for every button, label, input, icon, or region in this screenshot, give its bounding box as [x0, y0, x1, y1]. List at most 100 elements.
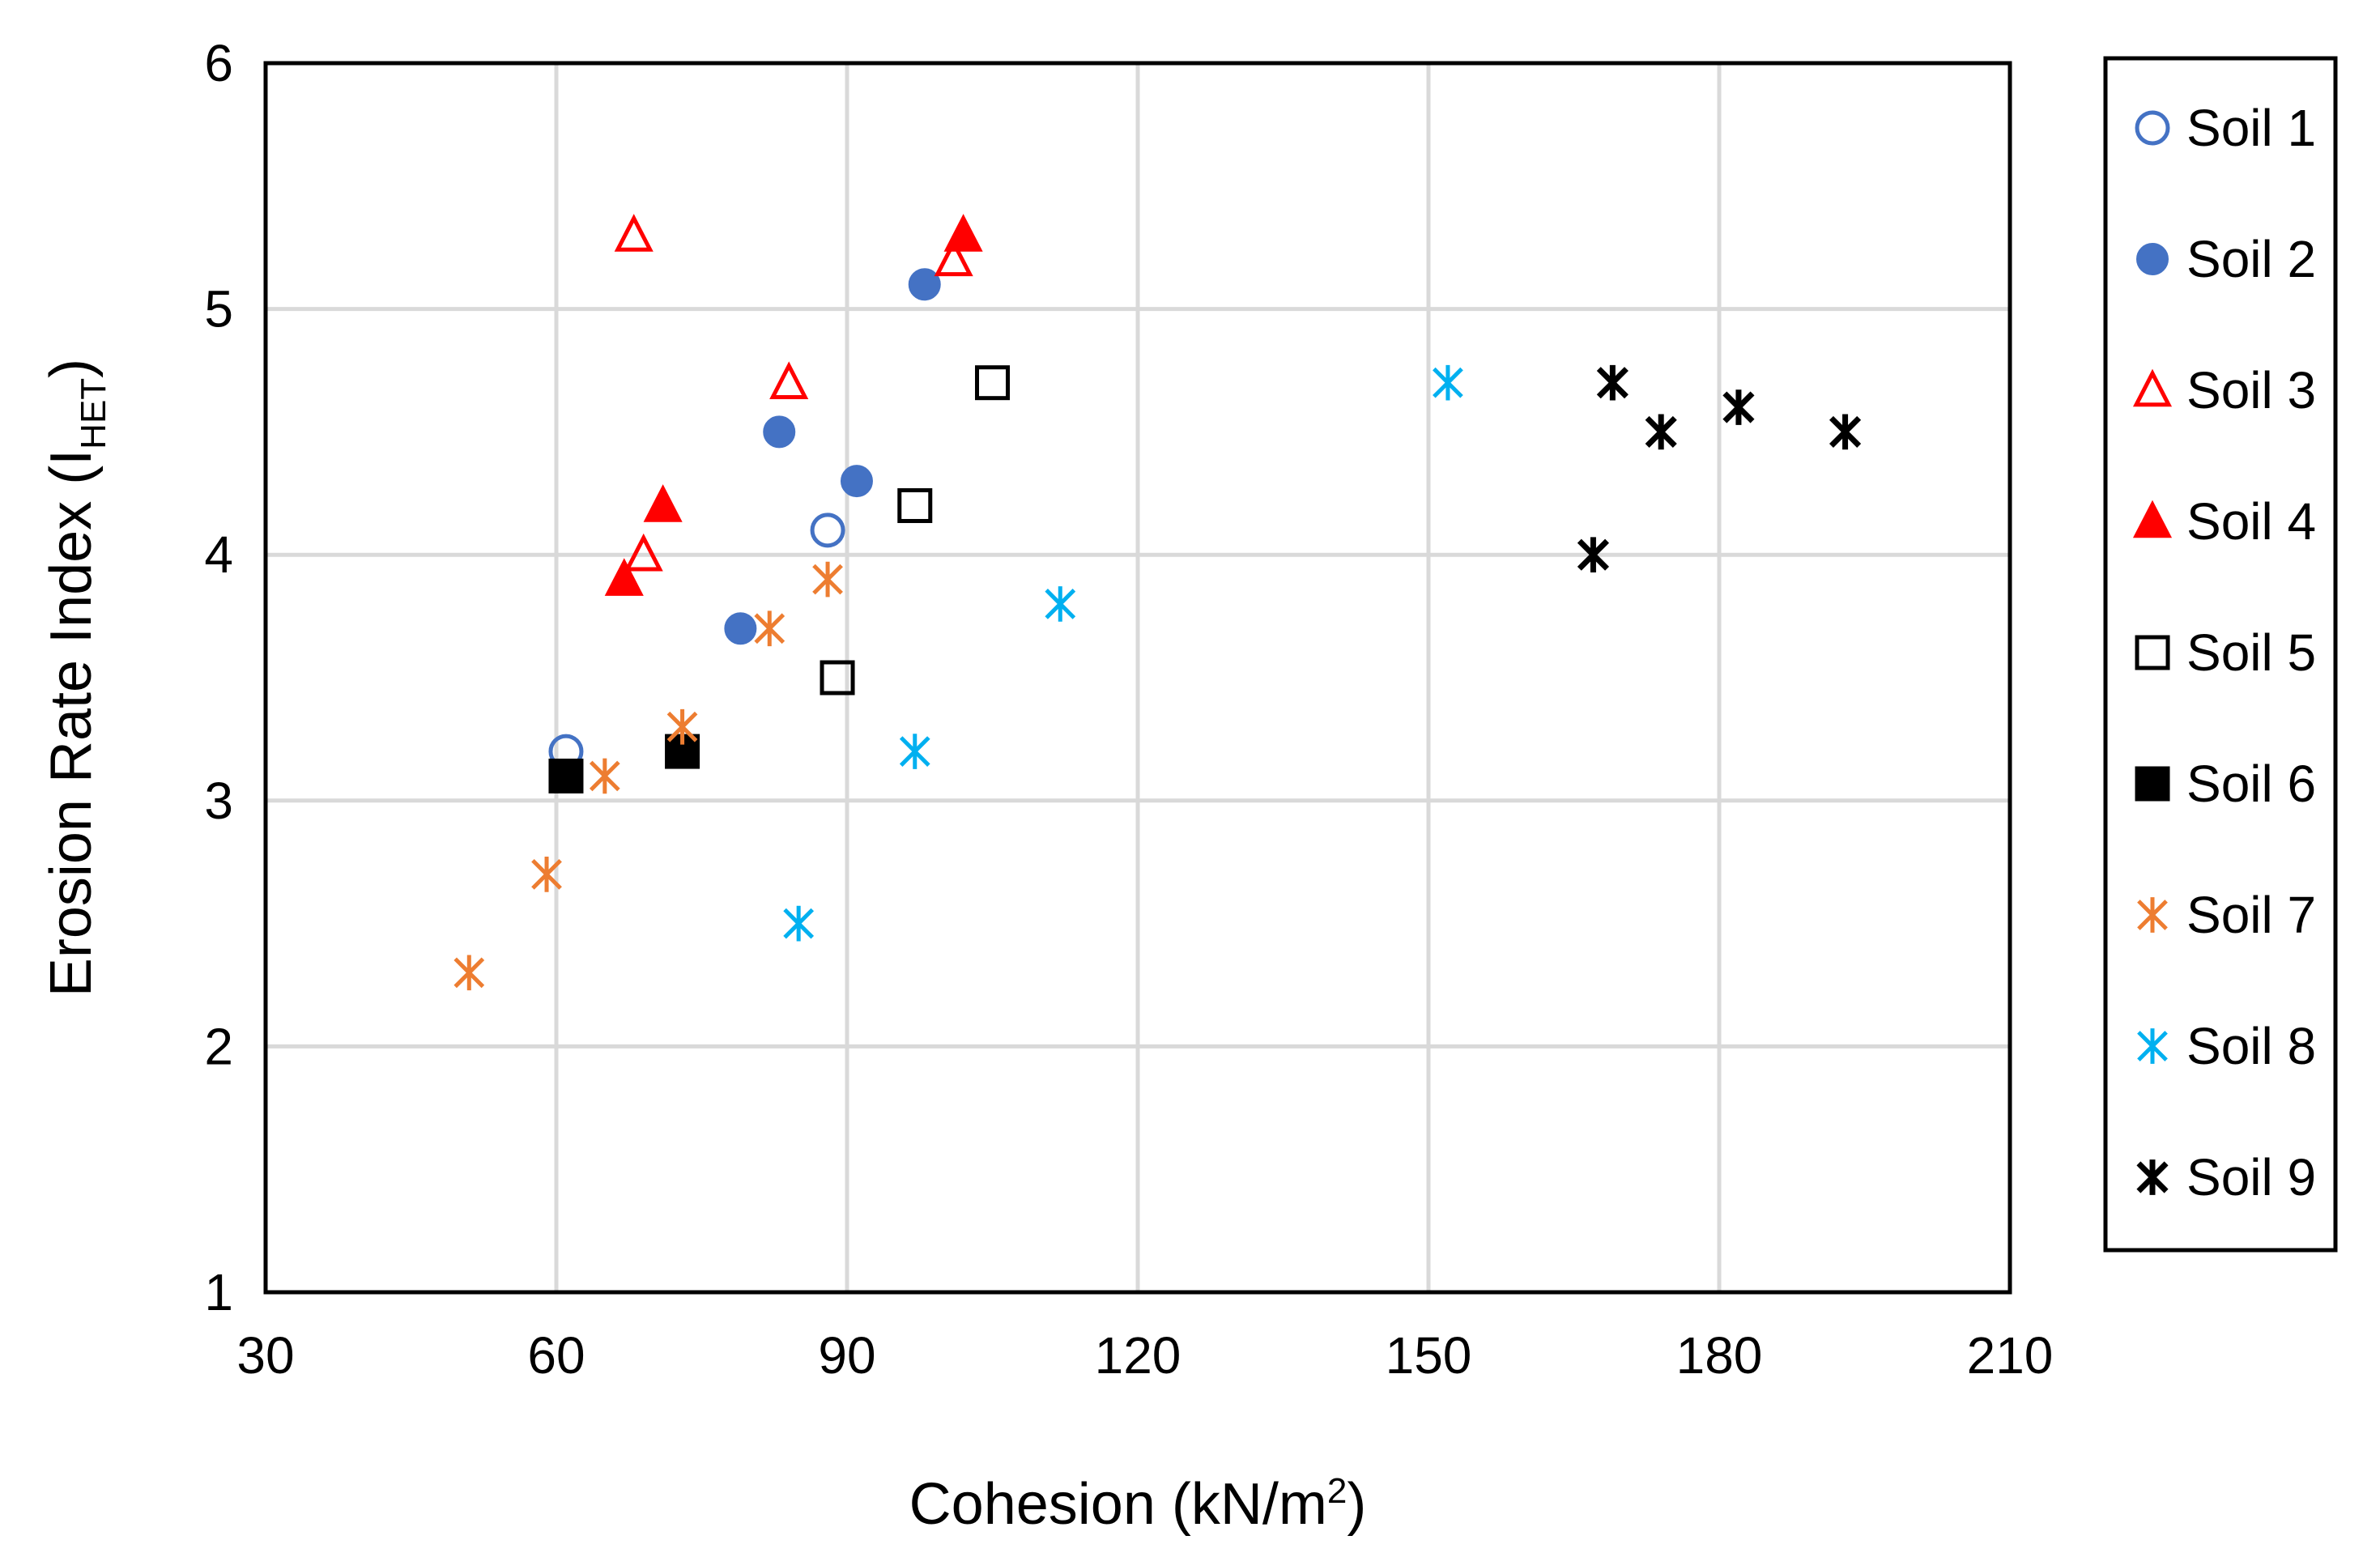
legend-marker-soil-7 [2137, 897, 2168, 933]
point-soil-6-2-shape [548, 758, 584, 793]
x-tick-label-180: 180 [1676, 1326, 1763, 1385]
point-soil-3-2-shape [934, 238, 973, 277]
legend-marker-soil-5 [2135, 635, 2170, 670]
legend-item-soil-6: Soil 6 [2135, 755, 2316, 813]
point-soil-2-1-shape [908, 268, 941, 301]
point-soil-2-2 [763, 415, 796, 449]
x-axis-title-main: Cohesion (kN/m [909, 1472, 1327, 1537]
point-soil-3-2 [934, 238, 973, 277]
point-soil-2-3 [840, 465, 873, 498]
series-7 [453, 561, 843, 991]
legend-label-soil-3: Soil 3 [2186, 361, 2316, 419]
series-9 [1577, 364, 1862, 573]
point-soil-5-3 [820, 660, 855, 696]
legend-label-soil-1: Soil 1 [2186, 99, 2316, 157]
point-soil-8-2 [1045, 586, 1076, 622]
point-soil-7-3 [666, 708, 698, 745]
legend-marker-soil-9 [2136, 1159, 2169, 1195]
point-soil-5-2 [897, 487, 933, 523]
point-soil-9-3 [1722, 389, 1755, 425]
series-3 [614, 214, 973, 572]
legend-marker-soil-8 [2137, 1028, 2168, 1064]
point-soil-5-2-shape [897, 487, 933, 523]
point-soil-1-2 [810, 513, 845, 548]
y-tick-label-4: 4 [204, 525, 233, 584]
point-soil-2-4-shape [724, 612, 757, 645]
legend-marker-soil-6 [2135, 766, 2170, 802]
series-8 [783, 364, 1463, 942]
point-soil-7-2 [754, 610, 786, 647]
legend-item-soil-2: Soil 2 [2136, 230, 2316, 288]
point-soil-2-1 [908, 268, 941, 301]
y-axis-title-subscript: HET [74, 378, 113, 449]
legend-marker-soil-6-shape [2135, 766, 2170, 802]
series-4 [604, 214, 983, 596]
point-soil-3-1-shape [614, 214, 654, 252]
point-soil-8-4 [783, 905, 815, 942]
series-2 [724, 268, 941, 645]
legend-item-soil-7: Soil 7 [2137, 886, 2316, 944]
legend-items: Soil 1 Soil 2 Soil 3 Soil 4 Soil 5 Soil 6 Soil… [2132, 99, 2316, 1206]
legend-marker-soil-2 [2136, 243, 2169, 275]
point-soil-9-4 [1829, 414, 1862, 450]
point-soil-3-1 [614, 214, 654, 252]
legend-marker-soil-4 [2132, 500, 2173, 538]
point-soil-3-4 [624, 533, 663, 572]
legend-marker-soil-5-shape [2135, 635, 2170, 670]
point-soil-4-2-shape [643, 484, 683, 522]
y-tick-label-3: 3 [204, 772, 233, 830]
point-soil-3-3-shape [769, 361, 809, 399]
data-points [453, 214, 1862, 991]
plot-area-border [263, 61, 2012, 1295]
point-soil-1-2-shape [810, 513, 845, 548]
point-soil-9-1 [1596, 364, 1629, 401]
point-soil-5-1 [975, 365, 1010, 401]
legend-item-soil-8: Soil 8 [2137, 1017, 2316, 1075]
point-soil-4-3 [604, 558, 644, 596]
x-axis-ticks: 30 60 90 120 150 180 210 [236, 1326, 2053, 1385]
legend-label-soil-4: Soil 4 [2186, 492, 2316, 551]
x-tick-label-150: 150 [1386, 1326, 1472, 1385]
x-tick-label-90: 90 [818, 1326, 875, 1385]
legend-item-soil-3: Soil 3 [2132, 361, 2316, 419]
point-soil-2-4 [724, 612, 757, 645]
legend: Soil 1 Soil 2 Soil 3 Soil 4 Soil 5 Soil 6 Soil… [2103, 56, 2338, 1253]
legend-marker-soil-3 [2132, 368, 2173, 407]
legend-item-soil-9: Soil 9 [2136, 1148, 2316, 1206]
legend-marker-soil-4-shape [2132, 500, 2173, 538]
point-soil-7-1 [812, 561, 843, 598]
y-axis-title-suffix: ) [39, 359, 104, 378]
y-tick-label-5: 5 [204, 280, 233, 338]
point-soil-4-1 [943, 214, 983, 252]
point-soil-4-2 [643, 484, 683, 522]
x-tick-label-30: 30 [236, 1326, 294, 1385]
point-soil-9-5 [1577, 537, 1610, 573]
y-axis-ticks: 1 2 3 4 5 6 [204, 34, 233, 1321]
legend-marker-soil-2-shape [2136, 243, 2169, 275]
legend-label-soil-6: Soil 6 [2186, 755, 2316, 813]
x-axis-title-superscript: 2 [1327, 1471, 1347, 1511]
point-soil-2-2-shape [763, 415, 796, 449]
legend-marker-soil-1-shape [2135, 110, 2170, 146]
point-soil-7-4 [589, 758, 620, 794]
point-soil-3-3 [769, 361, 809, 399]
point-soil-9-2 [1645, 414, 1677, 450]
legend-label-soil-2: Soil 2 [2186, 230, 2316, 288]
legend-item-soil-1: Soil 1 [2135, 99, 2316, 157]
legend-label-soil-9: Soil 9 [2186, 1148, 2316, 1206]
legend-item-soil-5: Soil 5 [2135, 623, 2316, 682]
point-soil-4-1-shape [943, 214, 983, 252]
y-tick-label-6: 6 [204, 34, 233, 92]
point-soil-8-3 [899, 734, 930, 769]
point-soil-3-4-shape [624, 533, 663, 572]
point-soil-6-2 [548, 758, 584, 793]
legend-label-soil-7: Soil 7 [2186, 886, 2316, 944]
point-soil-7-6 [453, 955, 485, 991]
y-tick-label-1: 1 [204, 1263, 233, 1321]
legend-marker-soil-1 [2135, 110, 2170, 146]
point-soil-2-3-shape [840, 465, 873, 498]
legend-item-soil-4: Soil 4 [2132, 492, 2316, 551]
point-soil-8-1 [1433, 364, 1463, 401]
